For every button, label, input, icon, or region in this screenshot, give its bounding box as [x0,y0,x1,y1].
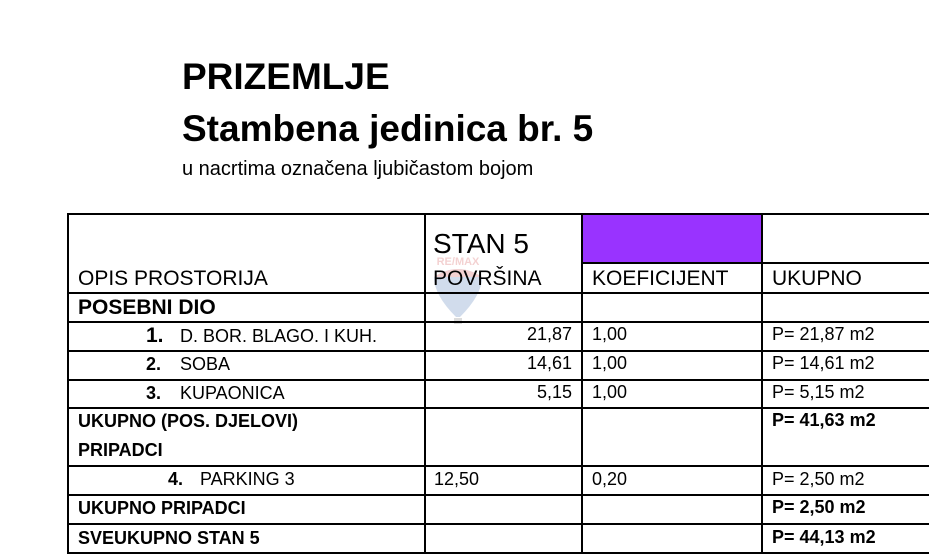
table-border [67,213,69,554]
table-border [67,213,929,215]
row-area: 14,61 [526,353,572,373]
unit-label: STAN 5 [433,228,529,259]
row-coef: 1,00 [592,382,628,402]
svg-text:RE/MAX: RE/MAX [437,256,480,268]
header-koeficijent: KOEFICIJENT [592,267,729,290]
section-pripadci: PRIPADCI [78,440,163,460]
row-area: 12,50 [434,469,480,489]
section-posebni-dio: POSEBNI DIO [78,296,216,319]
row-area: 5,15 [536,382,572,402]
row-coef: 1,00 [592,353,628,373]
row-coef: 1,00 [592,324,628,344]
row-number: 3. [146,383,162,403]
row-area: 21,87 [526,324,572,344]
note: u nacrtima označena ljubičastom bojom [182,158,534,180]
subtotal-pripadci-label: UKUPNO PRIPADCI [78,498,246,518]
table-line [67,465,929,467]
row-name: PARKING 3 [200,469,295,489]
table-line [424,213,426,554]
table-line [67,494,929,496]
unit-title: Stambena jedinica br. 5 [182,108,594,149]
row-name: D. BOR. BLAGO. I KUH. [180,326,378,346]
table-border [67,552,929,554]
table-line [67,407,929,409]
table-line [67,350,929,352]
subtotal-pripadci-value: P= 2,50 m2 [772,497,866,517]
row-number: 4. [168,469,184,489]
unit-color-swatch [582,214,762,263]
subtotal-label: UKUPNO (POS. DJELOVI) [78,411,299,431]
subtotal-value: P= 41,63 m2 [772,410,876,430]
table-line [67,523,929,525]
row-total: P= 21,87 m2 [772,324,875,344]
row-name: SOBA [180,354,231,374]
header-povrsina: POVRŠINA [433,267,542,290]
table-line [582,262,929,264]
table-line [67,292,929,294]
row-total: P= 2,50 m2 [772,469,865,489]
row-total: P= 5,15 m2 [772,382,865,402]
table-line [67,379,929,381]
header-ukupno: UKUPNO [772,267,862,290]
page-title: PRIZEMLJE [182,56,390,97]
row-name: KUPAONICA [180,383,285,403]
row-total: P= 14,61 m2 [772,353,875,373]
table-line [581,213,583,554]
grand-total-label: SVEUKUPNO STAN 5 [78,528,260,548]
grand-total-value: P= 44,13 m2 [772,527,876,547]
row-number: 2. [146,354,162,374]
row-number: 1. [146,324,164,347]
row-coef: 0,20 [592,469,628,489]
table-line [761,213,763,554]
table-line [67,321,929,323]
header-opis: OPIS PROSTORIJA [78,267,268,290]
